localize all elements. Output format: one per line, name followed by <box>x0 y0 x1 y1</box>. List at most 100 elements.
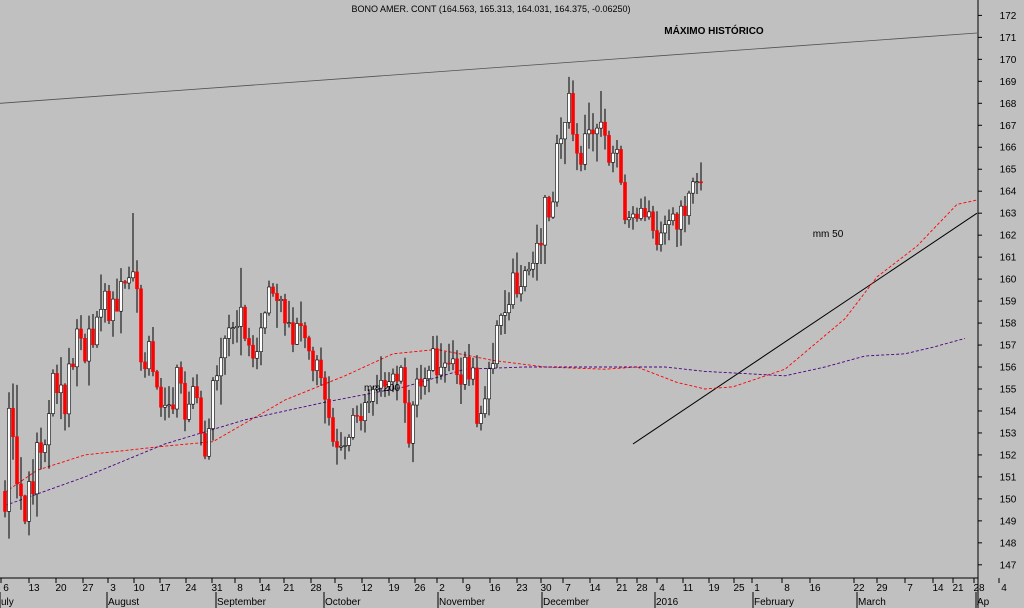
x-month-label: February <box>754 597 794 608</box>
candle <box>391 368 395 393</box>
candle <box>151 327 155 377</box>
candle <box>83 333 87 364</box>
candle <box>351 408 355 440</box>
candle-body <box>51 373 55 414</box>
candle <box>7 392 11 539</box>
candle-body <box>327 399 331 418</box>
y-tick-label: 154 <box>1000 406 1017 417</box>
candle <box>487 361 491 416</box>
candle <box>459 357 463 404</box>
candle-body <box>291 322 295 345</box>
candle-body <box>267 286 271 314</box>
candle-body <box>19 483 23 497</box>
x-tick-label: 27 <box>82 583 94 594</box>
x-tick-label: 4 <box>659 583 665 594</box>
candle-body <box>307 337 311 352</box>
x-tick-label: 16 <box>489 583 501 594</box>
support-line <box>632 212 978 445</box>
candle <box>523 266 527 292</box>
x-tick-label: 7 <box>907 583 913 594</box>
candle-body <box>359 415 363 421</box>
y-tick-label: 164 <box>1000 187 1017 198</box>
candle-body <box>295 323 299 345</box>
y-tick-label: 149 <box>1000 516 1017 527</box>
candle-body <box>67 363 71 415</box>
candle-body <box>371 389 375 402</box>
candle <box>539 228 543 264</box>
candle-body <box>215 375 219 381</box>
candle <box>491 342 495 375</box>
candle <box>635 207 639 222</box>
candle <box>599 90 603 137</box>
series-mm-200 <box>4 337 966 506</box>
candle-body <box>299 323 303 327</box>
candle-body <box>7 408 11 512</box>
candle <box>655 211 659 251</box>
candle <box>555 134 559 207</box>
candle-body <box>503 312 507 316</box>
candle <box>107 285 111 324</box>
candle-body <box>587 129 591 135</box>
candle-body <box>439 366 443 376</box>
candle <box>427 365 431 393</box>
candle <box>691 177 695 204</box>
candle-body <box>347 437 351 446</box>
candle-body <box>383 380 387 387</box>
x-tick-label: 17 <box>159 583 171 594</box>
y-tick-label: 159 <box>1000 297 1017 308</box>
x-month-label: August <box>108 597 139 608</box>
candle <box>431 336 435 372</box>
candle <box>235 310 239 343</box>
candle <box>331 407 335 447</box>
candle-body <box>243 306 247 339</box>
candle <box>651 205 655 239</box>
candle-body <box>639 208 643 219</box>
candle <box>559 117 563 159</box>
candle <box>575 123 579 171</box>
candle <box>263 311 267 335</box>
candle-body <box>239 306 243 327</box>
candle <box>159 378 163 417</box>
candle-body <box>271 286 275 294</box>
x-tick-label: 19 <box>708 583 720 594</box>
candle-body <box>431 348 435 371</box>
candle-body <box>611 152 615 163</box>
candle-body <box>459 374 463 385</box>
x-tick-label: 6 <box>3 583 9 594</box>
candle <box>287 300 291 328</box>
candle-body <box>447 362 451 365</box>
candle-body <box>491 363 495 370</box>
candle <box>203 420 207 460</box>
candle-body <box>175 367 179 410</box>
candle <box>55 364 59 404</box>
candle-body <box>123 281 127 284</box>
candle-body <box>115 298 119 312</box>
candle <box>251 335 255 368</box>
candle <box>167 386 171 418</box>
candle <box>643 196 647 222</box>
candle <box>163 387 167 421</box>
candle-body <box>167 404 171 407</box>
candle-body <box>699 181 703 184</box>
candle <box>179 361 183 394</box>
y-tick-label: 156 <box>1000 363 1017 374</box>
candle <box>67 347 71 428</box>
x-tick-label: 20 <box>55 583 67 594</box>
candle-body <box>319 359 323 379</box>
candle <box>143 352 147 378</box>
candle-body <box>263 312 267 329</box>
candle-body <box>363 402 367 421</box>
chart-title: BONO AMER. CONT (164.563, 165.313, 164.0… <box>351 4 630 14</box>
candle <box>307 335 311 360</box>
candle-body <box>111 298 115 321</box>
x-tick-label: 21 <box>283 583 295 594</box>
y-tick-label: 168 <box>1000 99 1017 110</box>
series-label-mm200: mm 200 <box>364 383 401 394</box>
candle <box>275 283 279 328</box>
candle-body <box>695 181 699 184</box>
candle <box>219 337 223 405</box>
candle <box>411 401 415 463</box>
candle <box>315 355 319 386</box>
candle-body <box>455 358 459 376</box>
candle-body <box>551 201 555 218</box>
